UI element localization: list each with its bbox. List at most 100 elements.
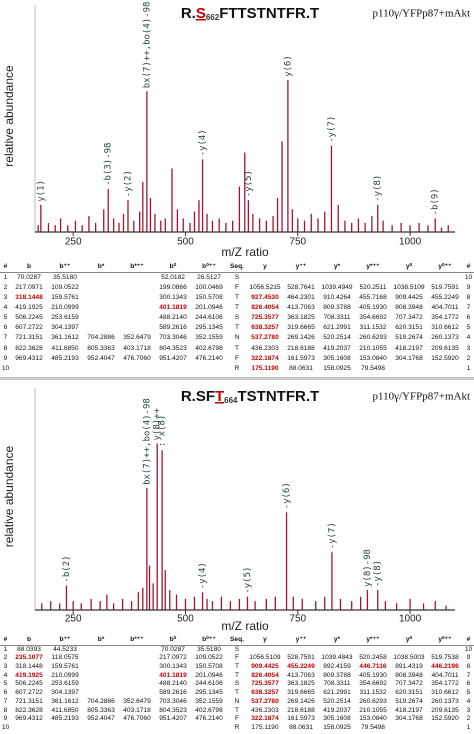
- table-cell: 218.6188: [287, 706, 315, 714]
- table-cell: 88.0631: [289, 723, 313, 731]
- table-cell: 402.6798: [195, 344, 223, 352]
- table-cell: [47, 724, 83, 733]
- table-cell: 153.0840: [359, 715, 387, 723]
- table-cell: 2: [466, 715, 471, 723]
- table-cell: 404.7011: [431, 304, 459, 312]
- table-cell: 5: [3, 314, 8, 322]
- table-cell: 118.0575: [51, 654, 79, 662]
- fragment-table: # b b⁺⁺ b* b*⁺⁺ b⁰ b⁰⁺⁺ Seq. y y⁺⁺ y* y*⁺⁺ y⁰ y⁰⁺⁺ #1 8…: [0, 636, 474, 733]
- table-cell: 217.0972: [159, 654, 187, 662]
- peak-label: -b(9): [431, 188, 441, 215]
- table-row: 2 217.0971 109.0522 199.0866 100.0469 F 1056.5…: [0, 283, 474, 293]
- table-cell: 419.2037: [323, 344, 351, 352]
- table-cell: 352.1559: [195, 334, 223, 342]
- column-header: b*⁺⁺: [119, 262, 155, 274]
- peak-label: y(8)++: [153, 407, 163, 440]
- table-row: 7 721.3151 361.1612 704.2886 352.6479 703.304…: [0, 698, 474, 707]
- column-header: b*: [83, 636, 119, 646]
- table-cell: [391, 364, 427, 374]
- table-cell: 476.2140: [195, 354, 223, 362]
- table-cell: [355, 645, 391, 654]
- table-cell: [391, 724, 427, 733]
- table-cell: 405.1930: [359, 304, 387, 312]
- table-cell: 253.6159: [51, 680, 79, 688]
- table-cell: 3: [3, 663, 8, 671]
- table-cell: 8: [466, 663, 471, 671]
- table-cell: 10: [1, 723, 10, 731]
- table-cell: 413.7063: [287, 671, 315, 679]
- title-site: T: [215, 388, 224, 405]
- table-cell: 401.1819: [159, 671, 187, 679]
- table-cell: 520.2511: [359, 283, 387, 291]
- table-cell: 310.6612: [431, 689, 459, 697]
- table-cell: 969.4312: [15, 715, 43, 723]
- table-cell: 35.5180: [53, 273, 77, 281]
- table-cell: 260.6293: [359, 697, 387, 705]
- table-cell: 403.1718: [123, 706, 151, 714]
- table-cell: 537.2780: [251, 697, 279, 705]
- table-cell: [119, 293, 155, 303]
- table-cell: 403.1718: [123, 344, 151, 352]
- table-cell: 7: [466, 671, 471, 679]
- table-cell: 520.2514: [323, 334, 351, 342]
- table-cell: [119, 303, 155, 313]
- table-cell: T: [234, 344, 240, 352]
- table-cell: 109.0522: [195, 654, 223, 662]
- column-header: y⁰: [391, 262, 427, 274]
- table-cell: 436.2303: [251, 706, 279, 714]
- table-cell: [391, 645, 427, 654]
- column-header: y⁰⁺⁺: [427, 262, 463, 274]
- table-cell: 253.6159: [51, 314, 79, 322]
- table-cell: 402.6798: [195, 706, 223, 714]
- table-cell: 589.2616: [159, 324, 187, 332]
- spectrum-panel: R.SFT664TSTNTFR.T p110γ/YFPp87+mAkt relati…: [2, 388, 470, 633]
- table-cell: 621.2991: [323, 689, 351, 697]
- table-cell: [83, 645, 119, 654]
- table-cell: [391, 273, 427, 284]
- table-cell: 10: [464, 273, 473, 281]
- table-cell: 70.0287: [17, 273, 41, 281]
- table-cell: R: [234, 364, 240, 372]
- table-cell: 703.3046: [159, 697, 187, 705]
- table-cell: 528.7641: [287, 283, 315, 291]
- column-header: y*⁺⁺: [355, 636, 391, 646]
- table-cell: 210.1055: [359, 706, 387, 714]
- chart-subtitle: p110γ/YFPp87+mAkt: [373, 8, 470, 20]
- table-cell: 304.1397: [51, 324, 79, 332]
- table-cell: 2: [466, 354, 471, 362]
- table-cell: 607.2722: [15, 689, 43, 697]
- peak-label: y(6): [283, 55, 293, 77]
- x-axis-label: m/Z ratio: [221, 245, 269, 259]
- table-cell: T: [234, 324, 240, 332]
- table-cell: 589.2616: [159, 689, 187, 697]
- table-cell: [247, 273, 283, 284]
- title-suffix: FTTSTNTFR.T: [219, 5, 319, 22]
- table-cell: 217.0971: [15, 283, 43, 291]
- table-cell: [119, 645, 155, 654]
- table-cell: 927.4530: [251, 294, 279, 302]
- table-cell: 4: [466, 334, 471, 342]
- y-axis-label: relative abundance: [2, 445, 16, 547]
- peak-label: -b(2): [62, 555, 72, 582]
- table-cell: 235.1077: [15, 654, 43, 662]
- table-cell: [119, 283, 155, 293]
- table-cell: 1: [3, 645, 8, 653]
- column-header: y⁺⁺: [283, 636, 319, 646]
- table-cell: [155, 724, 191, 733]
- table-cell: 1: [466, 723, 471, 731]
- table-cell: 218.6188: [287, 344, 315, 352]
- table-cell: 3: [466, 344, 471, 352]
- table-cell: T: [234, 689, 240, 697]
- table-cell: 209.6135: [431, 706, 459, 714]
- table-cell: [427, 364, 463, 374]
- table-cell: 244.6106: [195, 680, 223, 688]
- table-cell: 891.4319: [395, 663, 423, 671]
- title-site-number: 664: [224, 396, 238, 405]
- table-cell: 418.2197: [395, 344, 423, 352]
- table-cell: 5: [466, 324, 471, 332]
- table-cell: 4: [466, 697, 471, 705]
- table-cell: 310.6612: [431, 324, 459, 332]
- table-cell: 354.6692: [359, 680, 387, 688]
- x-tick-label: 250: [65, 614, 82, 625]
- table-cell: 304.1768: [395, 354, 423, 362]
